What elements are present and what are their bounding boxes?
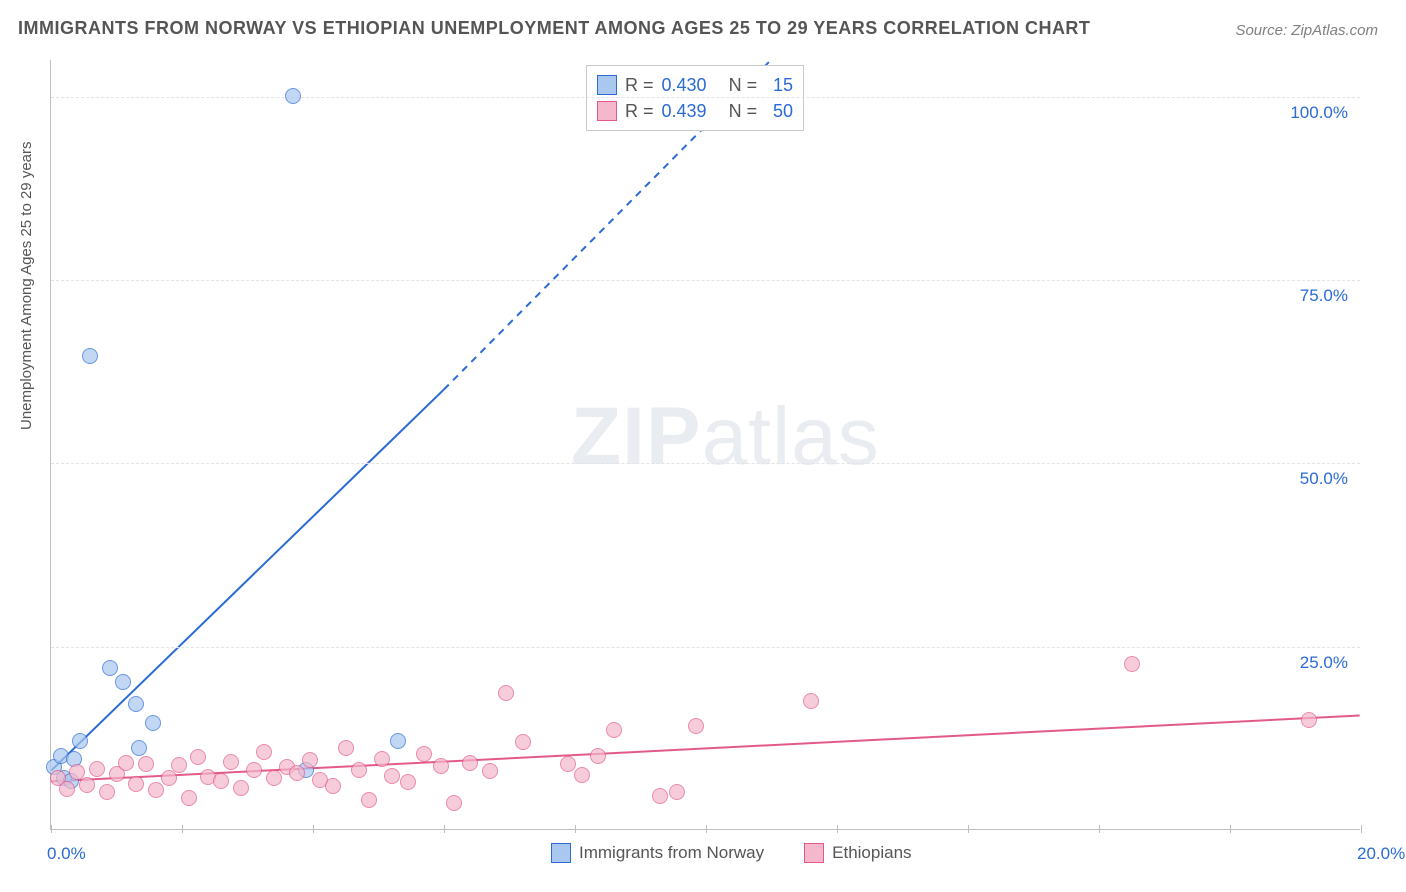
data-point: [338, 740, 354, 756]
y-tick-label: 100.0%: [1290, 103, 1348, 123]
x-tick: [182, 825, 183, 833]
legend-swatch: [597, 75, 617, 95]
data-point: [246, 762, 262, 778]
gridline: [51, 463, 1360, 464]
x-tick: [51, 825, 52, 833]
plot-area: ZIPatlas R = 0.430N = 15R = 0.439N = 50 …: [50, 60, 1360, 830]
data-point: [233, 780, 249, 796]
data-point: [606, 722, 622, 738]
data-point: [515, 734, 531, 750]
data-point: [416, 746, 432, 762]
data-point: [400, 774, 416, 790]
data-point: [302, 752, 318, 768]
x-tick: [444, 825, 445, 833]
y-axis-label: Unemployment Among Ages 25 to 29 years: [18, 141, 35, 430]
data-point: [325, 778, 341, 794]
data-point: [59, 781, 75, 797]
data-point: [118, 755, 134, 771]
data-point: [390, 733, 406, 749]
data-point: [89, 761, 105, 777]
data-point: [803, 693, 819, 709]
x-tick: [837, 825, 838, 833]
data-point: [482, 763, 498, 779]
watermark: ZIPatlas: [571, 390, 880, 484]
data-point: [1301, 712, 1317, 728]
data-point: [351, 762, 367, 778]
x-tick-label: 0.0%: [47, 844, 86, 864]
data-point: [213, 773, 229, 789]
data-point: [190, 749, 206, 765]
data-point: [72, 733, 88, 749]
y-tick-label: 50.0%: [1300, 469, 1348, 489]
legend-swatch: [551, 843, 571, 863]
chart-title: IMMIGRANTS FROM NORWAY VS ETHIOPIAN UNEM…: [18, 18, 1090, 39]
data-point: [138, 756, 154, 772]
series-legend: Immigrants from Norway Ethiopians: [551, 843, 912, 863]
legend-row: R = 0.439N = 50: [597, 98, 793, 124]
data-point: [256, 744, 272, 760]
data-point: [148, 782, 164, 798]
data-point: [374, 751, 390, 767]
data-point: [171, 757, 187, 773]
data-point: [79, 777, 95, 793]
gridline: [51, 647, 1360, 648]
data-point: [446, 795, 462, 811]
data-point: [115, 674, 131, 690]
data-point: [361, 792, 377, 808]
data-point: [128, 696, 144, 712]
x-tick-label: 20.0%: [1357, 844, 1405, 864]
data-point: [145, 715, 161, 731]
x-tick: [1361, 825, 1362, 833]
x-tick: [1099, 825, 1100, 833]
legend-item: Immigrants from Norway: [551, 843, 764, 863]
data-point: [652, 788, 668, 804]
data-point: [498, 685, 514, 701]
data-point: [289, 765, 305, 781]
x-tick: [313, 825, 314, 833]
gridline: [51, 280, 1360, 281]
legend-swatch: [804, 843, 824, 863]
data-point: [131, 740, 147, 756]
x-tick: [1230, 825, 1231, 833]
legend-swatch: [597, 101, 617, 121]
legend-label: Immigrants from Norway: [579, 843, 764, 863]
x-tick: [968, 825, 969, 833]
data-point: [384, 768, 400, 784]
y-tick-label: 75.0%: [1300, 286, 1348, 306]
data-point: [590, 748, 606, 764]
data-point: [462, 755, 478, 771]
data-point: [1124, 656, 1140, 672]
y-tick-label: 25.0%: [1300, 653, 1348, 673]
legend-label: Ethiopians: [832, 843, 911, 863]
data-point: [285, 88, 301, 104]
data-point: [128, 776, 144, 792]
data-point: [82, 348, 98, 364]
data-point: [560, 756, 576, 772]
correlation-legend: R = 0.430N = 15R = 0.439N = 50: [586, 65, 804, 131]
data-point: [266, 770, 282, 786]
data-point: [669, 784, 685, 800]
x-tick: [706, 825, 707, 833]
data-point: [574, 767, 590, 783]
gridline: [51, 97, 1360, 98]
data-point: [181, 790, 197, 806]
legend-item: Ethiopians: [804, 843, 911, 863]
data-point: [223, 754, 239, 770]
data-point: [688, 718, 704, 734]
legend-row: R = 0.430N = 15: [597, 72, 793, 98]
data-point: [102, 660, 118, 676]
data-point: [99, 784, 115, 800]
x-tick: [575, 825, 576, 833]
source-label: Source: ZipAtlas.com: [1235, 22, 1378, 39]
data-point: [433, 758, 449, 774]
